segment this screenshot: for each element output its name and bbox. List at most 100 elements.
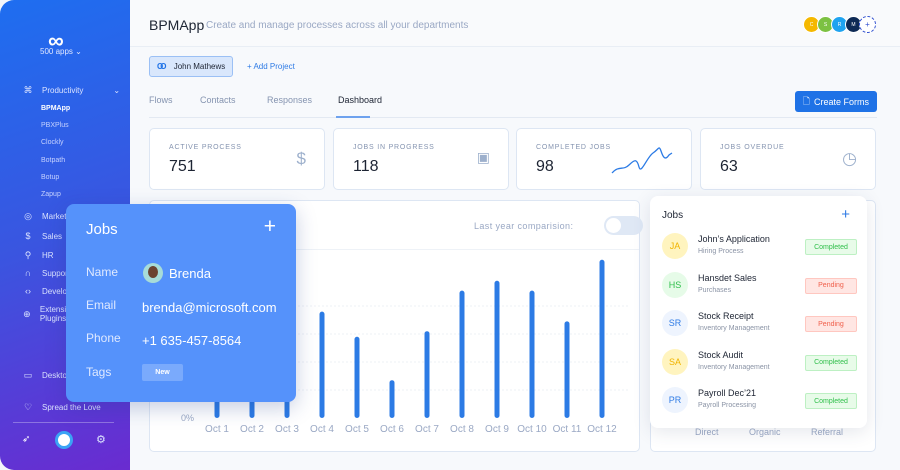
x-tick-label: Oct 5: [345, 424, 369, 435]
active-tab-indicator: [336, 116, 370, 118]
sidebar-item-hr[interactable]: ⚲ HR: [22, 250, 54, 261]
source-label: Organic: [749, 427, 781, 437]
sidebar-item-extensions[interactable]: ⊕ Extensions & Plugins: [22, 305, 102, 323]
bar[interactable]: [564, 321, 570, 418]
user-avatar[interactable]: [55, 431, 73, 449]
user-icon: ⚲: [24, 250, 32, 260]
sidebar-item-developer[interactable]: ‹› Developer: [22, 286, 78, 296]
comparison-toggle[interactable]: [604, 216, 643, 235]
code-icon: ‹›: [25, 286, 31, 296]
sidebar-item-label: Sales: [42, 231, 63, 241]
x-tick-label: Oct 8: [450, 424, 474, 435]
job-list-item[interactable]: SA Stock Audit Inventory Management Comp…: [662, 347, 857, 377]
popup-title: Jobs: [86, 221, 118, 238]
sidebar-subitem-botup[interactable]: Botup: [41, 174, 60, 181]
job-category: Inventory Management: [698, 363, 770, 371]
x-tick-label: Oct 9: [485, 424, 509, 435]
contact-phone[interactable]: +1 635-457-8564: [142, 333, 242, 348]
job-initials-avatar: HS: [662, 271, 688, 298]
target-icon: ◎: [24, 211, 32, 221]
document-icon: 🗋: [802, 95, 810, 106]
project-chip[interactable]: OO John Mathews: [149, 56, 234, 77]
bar[interactable]: [424, 331, 430, 418]
job-category: Hiring Process: [698, 248, 744, 255]
sidebar-subitem-bpmapp[interactable]: BPMApp: [41, 105, 71, 112]
sidebar-item-label: Spread the Love: [42, 403, 101, 412]
job-list-item[interactable]: SR Stock Receipt Inventory Management Pe…: [662, 308, 857, 338]
job-initials-avatar: JA: [662, 233, 688, 259]
x-tick-label: Oct 3: [275, 424, 299, 435]
add-project-link[interactable]: + Add Project: [247, 62, 295, 71]
stat-card-jobs-in-progress: JOBS IN PROGRESS 118 ▣: [333, 128, 509, 190]
sidebar-item-label: Marketing: [42, 212, 78, 221]
sidebar-subitem-clockly[interactable]: Clockly: [41, 139, 64, 146]
add-user-icon[interactable]: +: [859, 16, 876, 33]
stat-card-completed-jobs: COMPLETED JOBS 98: [516, 128, 692, 190]
bar[interactable]: [599, 259, 605, 418]
gear-icon[interactable]: ⚙: [96, 434, 106, 446]
sidebar-subitem-zapup[interactable]: Zapup: [41, 191, 61, 198]
stat-value: 98: [536, 158, 554, 175]
avatar[interactable]: R: [831, 16, 848, 33]
sidebar-item-marketing[interactable]: ◎ Marketing: [22, 211, 77, 222]
command-icon: ⌘: [23, 85, 33, 95]
sparkline: [611, 147, 673, 174]
job-list-item[interactable]: JA John’s Application Hiring Process Com…: [662, 231, 857, 261]
tab-contacts[interactable]: Contacts: [200, 95, 236, 105]
bar[interactable]: [354, 336, 360, 418]
sidebar-item-productivity[interactable]: ⌘ Productivity ⌄: [22, 85, 121, 96]
jobs-panel-title: Jobs: [662, 210, 684, 221]
create-forms-button[interactable]: 🗋 Create Forms: [794, 91, 877, 112]
sidebar-item-label: Desktop: [42, 371, 72, 380]
stat-label: ACTIVE PROCESS: [169, 144, 242, 151]
bar[interactable]: [319, 311, 325, 418]
bar[interactable]: [389, 380, 395, 418]
tag-badge[interactable]: New: [142, 364, 183, 381]
job-list-item[interactable]: HS Hansdet Sales Purchases Pending: [662, 270, 857, 300]
bar[interactable]: [494, 280, 500, 418]
apps-dropdown[interactable]: 500 apps ⌄: [40, 47, 82, 56]
add-job-button[interactable]: +: [841, 206, 850, 223]
sidebar-item-desktop[interactable]: ▭ Desktop: [22, 370, 72, 381]
apps-label: 500 apps: [40, 47, 73, 56]
status-badge: Pending: [805, 277, 857, 294]
globe-icon: ⊕: [23, 308, 31, 319]
sidebar-item-label: Extensions & Plugins: [39, 305, 87, 323]
sidebar-subitem-pbxplus[interactable]: PBXPlus: [41, 122, 69, 129]
tab-responses[interactable]: Responses: [267, 95, 313, 105]
job-detail-popup: Jobs + Name Brenda Email brenda@microsof…: [66, 204, 296, 402]
sidebar-item-label: Productivity: [42, 86, 84, 95]
tab-dashboard[interactable]: Dashboard: [338, 95, 383, 105]
job-category: Purchases: [698, 286, 732, 294]
email-label: Email: [86, 298, 117, 312]
sidebar-item-spread-love[interactable]: ♡ Spread the Love: [22, 402, 101, 413]
x-tick-label: Oct 4: [310, 424, 334, 435]
divider: [149, 117, 877, 118]
tab-flows[interactable]: Flows: [149, 95, 173, 105]
job-name: Stock Receipt: [698, 311, 754, 321]
stat-value: 751: [169, 158, 196, 175]
source-label: Referral: [811, 427, 844, 437]
bar[interactable]: [459, 290, 465, 418]
stat-label: JOBS IN PROGRESS: [353, 144, 435, 151]
sidebar-subitem-botpath[interactable]: Botpath: [41, 157, 66, 164]
rocket-icon[interactable]: ➶: [22, 434, 31, 445]
sidebar-item-label: HR: [42, 251, 54, 260]
avatar[interactable]: M: [845, 16, 862, 33]
stat-card-active-process: ACTIVE PROCESS 751 $: [149, 128, 325, 190]
sidebar-item-sales[interactable]: $ Sales: [22, 231, 62, 241]
stat-label: JOBS OVERDUE: [720, 144, 785, 151]
add-icon[interactable]: +: [263, 215, 276, 238]
avatar[interactable]: S: [817, 16, 834, 33]
bar[interactable]: [529, 290, 535, 418]
status-badge: Pending: [805, 316, 857, 332]
sidebar-item-label: Support: [42, 268, 71, 278]
job-list-item[interactable]: PR Payroll Dec’21 Payroll Processing Com…: [662, 385, 857, 415]
sidebar-item-support[interactable]: ∩ Support: [22, 268, 70, 278]
contact-email[interactable]: brenda@microsoft.com: [142, 300, 277, 315]
job-name: John’s Application: [698, 234, 770, 244]
name-label: Name: [86, 265, 119, 279]
jobs-panel: Jobs + JA John’s Application Hiring Proc…: [650, 196, 867, 428]
header: BPMApp Create and manage processes acros…: [130, 0, 900, 47]
divider: [13, 422, 114, 423]
